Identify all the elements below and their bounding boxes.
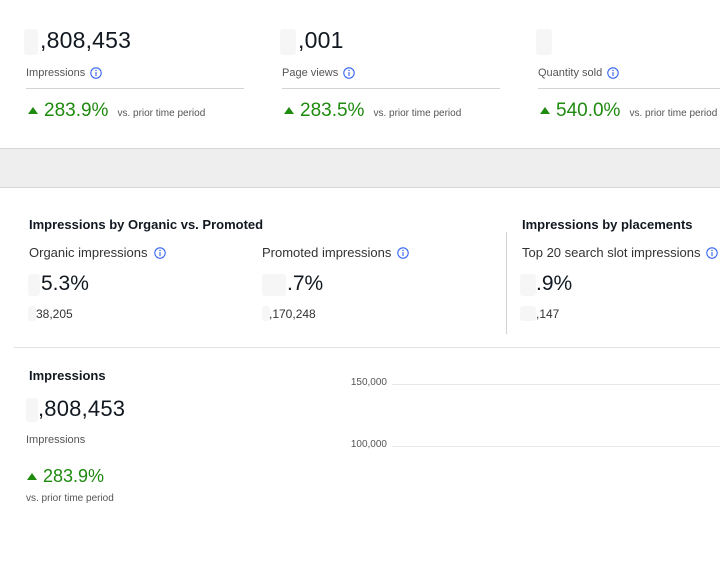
delta-note: vs. prior time period xyxy=(117,108,206,119)
metric-label: Quantity sold xyxy=(538,67,603,79)
delta-note: vs. prior time period xyxy=(373,108,462,119)
impressions-panel-delta: 283.9% xyxy=(27,466,104,487)
delta-value: 540.0% xyxy=(556,100,621,121)
triangle-up-icon xyxy=(540,107,550,114)
triangle-up-icon xyxy=(284,107,294,114)
top20-label: Top 20 search slot impressions xyxy=(522,245,701,260)
masked-digit xyxy=(520,274,536,296)
metric-card-impressions: ,808,453 Impressions 283.9% vs. prior ti… xyxy=(24,24,244,124)
organic-impressions-label: Organic impressions xyxy=(29,245,148,260)
organic-impressions-label-row: Organic impressions xyxy=(29,245,166,260)
top20-count: ,147 xyxy=(536,307,560,321)
masked-digit xyxy=(262,306,270,321)
info-circle-icon[interactable] xyxy=(343,67,356,79)
metric-label: Page views xyxy=(282,67,339,79)
masked-digit xyxy=(24,29,38,55)
metric-label-row: Page views xyxy=(282,67,356,79)
card-divider xyxy=(538,88,720,89)
triangle-up-icon xyxy=(28,107,38,114)
organic-pct: 5.3% xyxy=(41,272,89,295)
masked-digit xyxy=(520,306,536,321)
promoted-count: ,170,248 xyxy=(269,307,316,321)
y-tick-label: 150,000 xyxy=(350,377,387,388)
metric-delta: 283.9% vs. prior time period xyxy=(28,100,205,122)
top20-pct: .9% xyxy=(536,272,573,295)
metric-card-quantity-sold: Quantity sold 540.0% vs. prior time peri… xyxy=(536,24,720,124)
metric-label-row: Impressions xyxy=(26,67,103,79)
impressions-panel-title: Impressions xyxy=(29,368,106,383)
triangle-up-icon xyxy=(27,473,37,480)
top20-label-row: Top 20 search slot impressions xyxy=(522,245,720,260)
delta-value: 283.5% xyxy=(300,100,365,121)
card-divider xyxy=(282,88,500,89)
chart-gridline xyxy=(392,446,720,447)
info-circle-icon[interactable] xyxy=(90,67,103,79)
impressions-panel-note: vs. prior time period xyxy=(26,493,114,504)
info-circle-icon[interactable] xyxy=(607,67,619,79)
delta-value: 283.9% xyxy=(44,100,109,121)
metric-card-page-views: ,001 Page views 283.5% vs. prior time pe… xyxy=(280,24,500,124)
horizontal-divider xyxy=(14,347,720,348)
masked-digit xyxy=(28,306,36,321)
promoted-pct: .7% xyxy=(287,272,324,295)
metric-value: ,808,453 xyxy=(40,27,132,53)
impressions-panel-value: ,808,453 xyxy=(38,396,126,421)
section-separator-band xyxy=(0,148,720,188)
info-circle-icon[interactable] xyxy=(706,246,719,259)
placements-title: Impressions by placements xyxy=(522,217,693,232)
promoted-impressions-label-row: Promoted impressions xyxy=(262,245,410,260)
info-circle-icon[interactable] xyxy=(397,246,410,259)
masked-digit xyxy=(262,274,286,296)
y-tick-label: 100,000 xyxy=(350,439,387,450)
organic-count: 38,205 xyxy=(36,307,73,321)
delta-note: vs. prior time period xyxy=(629,108,718,119)
masked-digit xyxy=(280,29,296,55)
masked-digit xyxy=(26,398,38,422)
metric-label: Impressions xyxy=(26,67,86,79)
chart-gridline xyxy=(392,384,720,385)
metric-delta: 540.0% vs. prior time period xyxy=(540,100,717,122)
promoted-impressions-label: Promoted impressions xyxy=(262,245,392,260)
vertical-divider xyxy=(506,232,507,334)
masked-digit xyxy=(28,274,40,296)
metric-label-row: Quantity sold xyxy=(538,67,619,79)
card-divider xyxy=(26,88,244,89)
info-circle-icon[interactable] xyxy=(153,246,166,259)
impressions-panel-label: Impressions xyxy=(26,434,86,446)
masked-digit xyxy=(536,29,552,55)
organic-promoted-title: Impressions by Organic vs. Promoted xyxy=(29,217,264,232)
delta-value: 283.9% xyxy=(43,466,105,486)
metric-delta: 283.5% vs. prior time period xyxy=(284,100,461,122)
metric-value: ,001 xyxy=(298,27,344,53)
